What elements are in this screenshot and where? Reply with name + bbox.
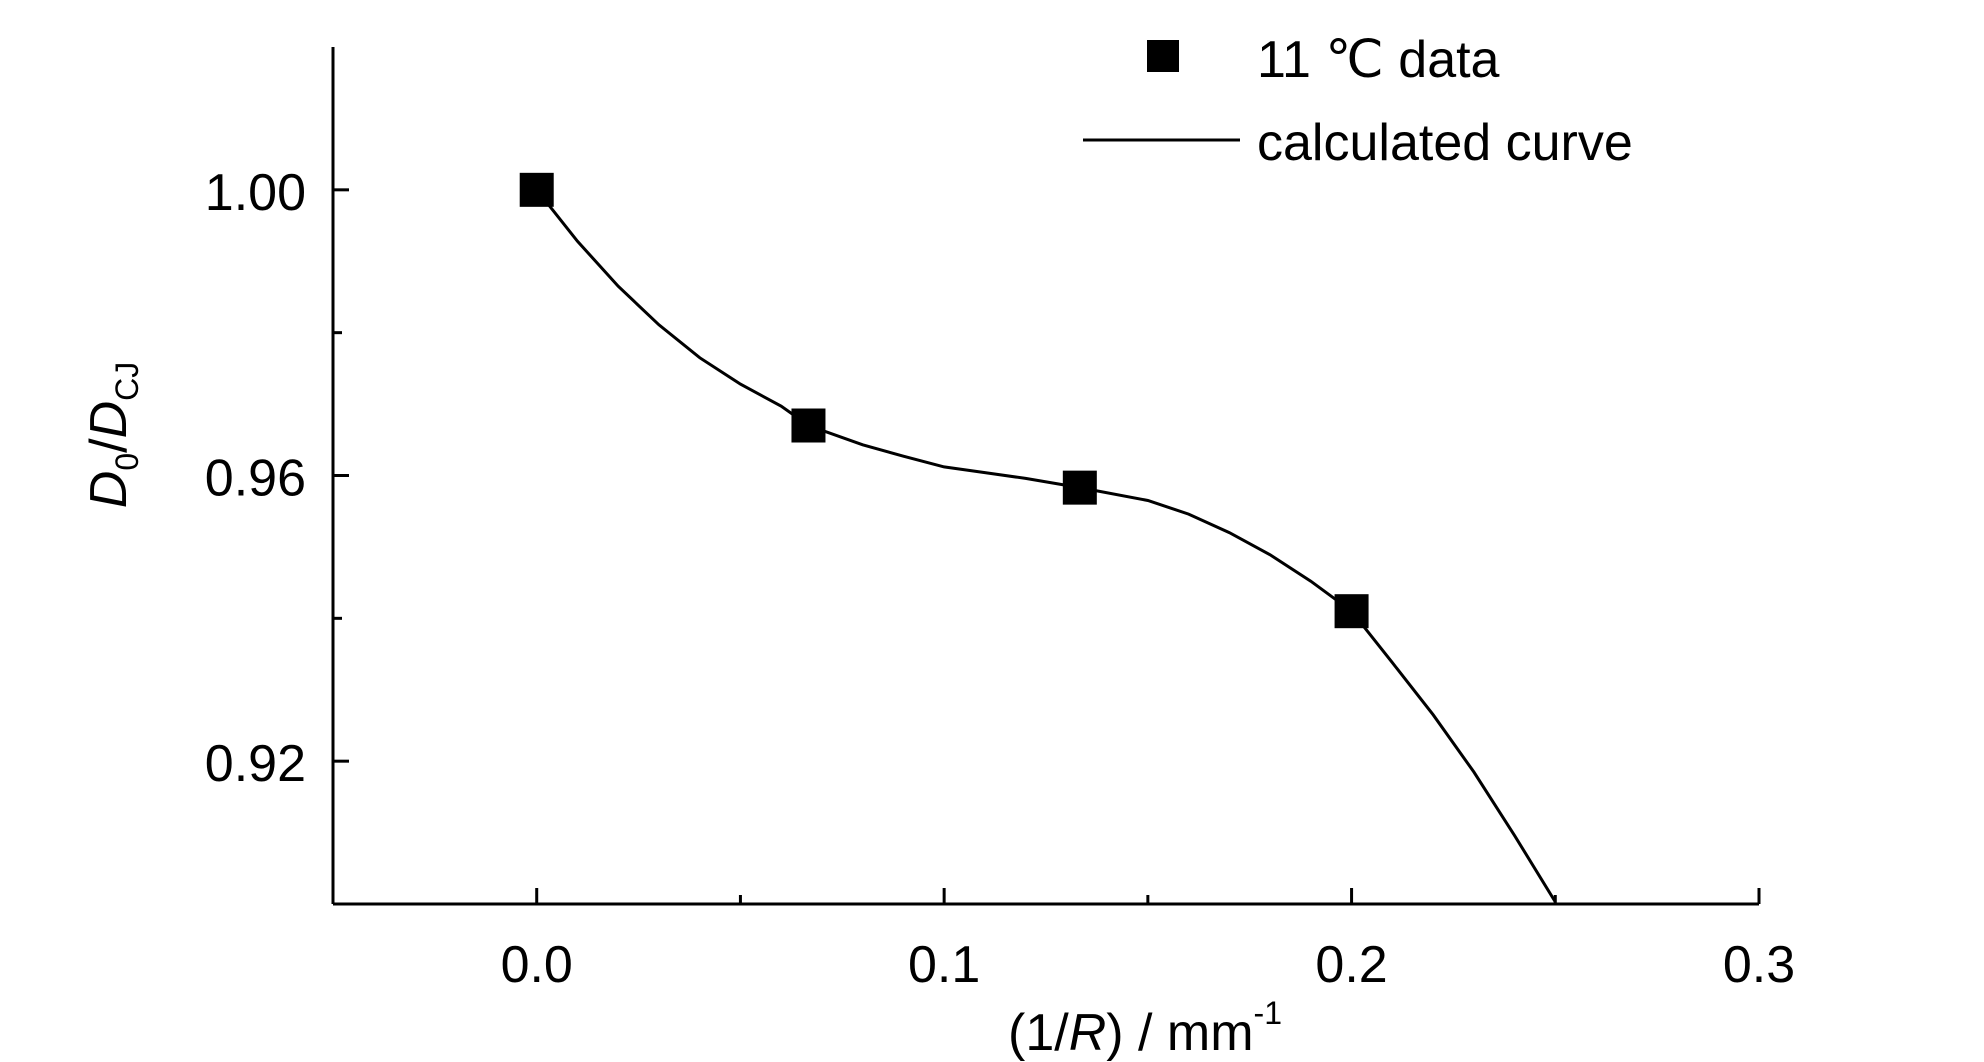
y-tick-label: 0.96 — [205, 450, 306, 508]
data-point-marker — [791, 408, 826, 443]
ticks — [331, 188, 1761, 904]
legend-marker-square — [1147, 40, 1179, 72]
x-tick-label: 0.0 — [501, 936, 573, 994]
legend-label-curve: calculated curve — [1257, 114, 1633, 172]
data-point-marker — [1334, 594, 1369, 629]
y-tick-label: 1.00 — [205, 164, 306, 222]
x-tick-label: 0.1 — [908, 936, 980, 994]
data-point-marker — [1062, 470, 1097, 505]
x-axis-title: (1/R) / mm-1 — [1008, 995, 1282, 1062]
x-tick-label: 0.3 — [1723, 936, 1795, 994]
legend: 11 ℃ data calculated curve — [1083, 31, 1633, 172]
data-point-marker — [519, 172, 554, 207]
x-tick-label: 0.2 — [1315, 936, 1387, 994]
calculated-curve-line — [535, 188, 1557, 903]
plot-area — [519, 172, 1557, 903]
legend-label-data: 11 ℃ data — [1257, 31, 1500, 89]
y-axis-title: D0/DCJ — [80, 362, 145, 508]
tick-labels: 0.0 0.1 0.2 0.3 0.92 0.96 1.00 — [205, 164, 1795, 994]
y-tick-label: 0.92 — [205, 735, 306, 793]
